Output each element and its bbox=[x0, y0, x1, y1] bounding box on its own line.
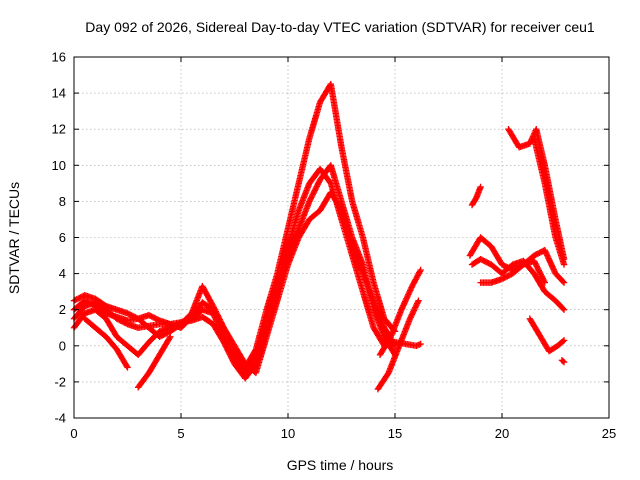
marker-trail bbox=[559, 357, 567, 365]
marker-trail bbox=[559, 278, 567, 285]
y-tick-label: 16 bbox=[52, 50, 66, 65]
x-tick-label: 10 bbox=[281, 426, 295, 441]
series-track-16 bbox=[526, 315, 568, 355]
data-point bbox=[560, 337, 568, 344]
y-tick-label: 10 bbox=[52, 158, 66, 173]
marker-trail bbox=[414, 298, 422, 306]
x-tick-label: 5 bbox=[177, 426, 184, 441]
marker-trail bbox=[416, 268, 424, 275]
x-tick-label: 0 bbox=[70, 426, 77, 441]
series-track-13 bbox=[477, 257, 548, 286]
y-tick-label: 4 bbox=[59, 266, 66, 281]
series-track-15 bbox=[530, 135, 568, 268]
data-point bbox=[477, 183, 484, 191]
data-point bbox=[417, 266, 424, 274]
x-tick-label: 15 bbox=[388, 426, 402, 441]
data-point bbox=[417, 340, 424, 348]
series-track-5 bbox=[81, 315, 131, 371]
y-tick-label: 0 bbox=[59, 338, 66, 353]
x-tick-label: 20 bbox=[495, 426, 509, 441]
marker-trail bbox=[540, 278, 548, 285]
marker-trail bbox=[559, 338, 567, 345]
y-tick-label: -4 bbox=[54, 411, 66, 426]
y-tick-label: -2 bbox=[54, 374, 66, 389]
data-point bbox=[560, 279, 568, 286]
y-tick-label: 6 bbox=[59, 230, 66, 245]
marker-trail bbox=[337, 205, 344, 213]
series-track-11 bbox=[466, 234, 568, 286]
data-point bbox=[560, 261, 568, 268]
marker-trail bbox=[123, 362, 130, 370]
data-markers bbox=[70, 80, 568, 393]
y-tick-label: 12 bbox=[52, 122, 66, 137]
chart-title: Day 092 of 2026, Sidereal Day-to-day VTE… bbox=[85, 19, 595, 35]
marker-trail bbox=[559, 305, 567, 312]
series-track-9 bbox=[391, 338, 424, 349]
y-tick-label: 2 bbox=[59, 302, 66, 317]
data-point bbox=[541, 279, 548, 286]
x-axis-label: GPS time / hours bbox=[287, 457, 394, 473]
y-tick-label: 8 bbox=[59, 194, 66, 209]
axis-ticks: 0 5 10 15 20 25 -4 -2 0 2 4 6 8 10 12 14 16 bbox=[52, 50, 617, 442]
series-track-4 bbox=[70, 189, 399, 377]
data-point bbox=[560, 306, 568, 313]
marker-trail bbox=[166, 334, 173, 342]
series-track-17 bbox=[558, 357, 568, 366]
data-point bbox=[124, 364, 131, 371]
series-track-8 bbox=[376, 266, 424, 359]
data-point bbox=[167, 333, 174, 340]
data-point bbox=[415, 297, 422, 304]
series-track-6 bbox=[135, 333, 174, 391]
data-point bbox=[560, 358, 568, 366]
y-axis-label: SDTVAR / TECUs bbox=[6, 182, 22, 294]
series-track-10 bbox=[468, 183, 484, 209]
x-tick-label: 25 bbox=[602, 426, 616, 441]
y-tick-label: 14 bbox=[52, 86, 66, 101]
